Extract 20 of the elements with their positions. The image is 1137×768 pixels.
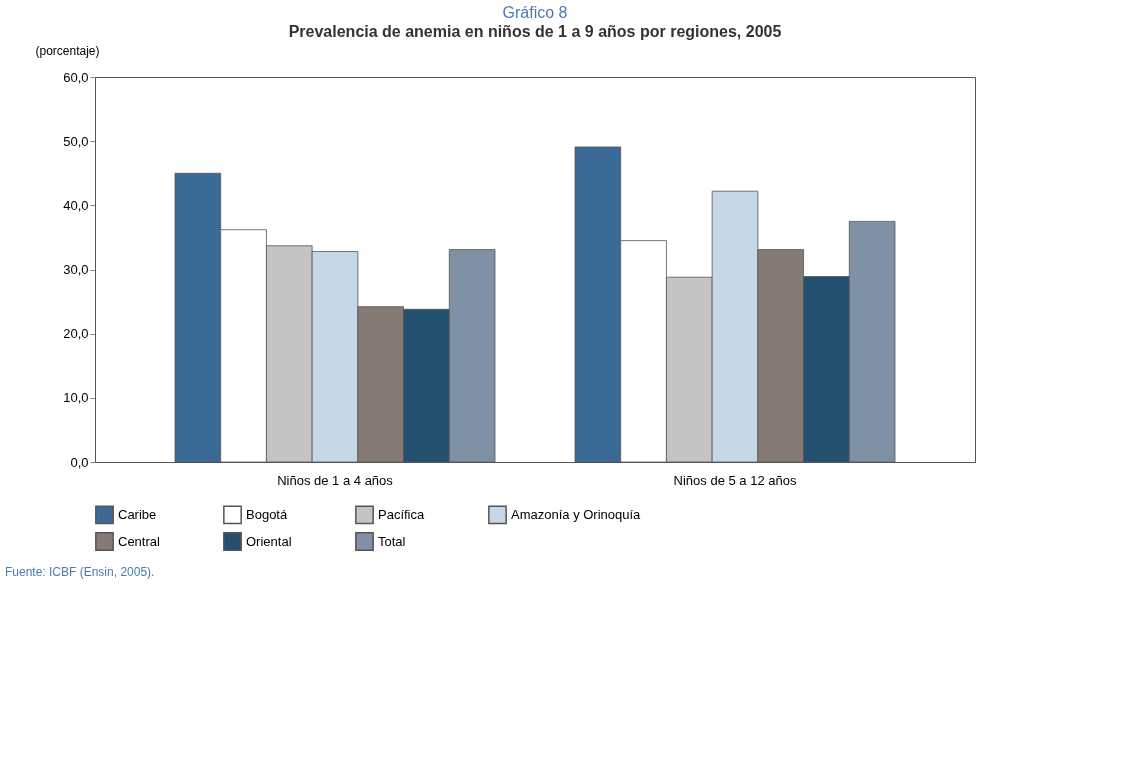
legend-label: Central (118, 533, 161, 549)
x-tick-label: Niños de 1 a 4 años (277, 472, 394, 488)
y-tick-label: 20,0 (63, 326, 89, 342)
source-note: Fuente: ICBF (Ensin, 2005). (5, 565, 155, 579)
legend-label: Caribe (118, 506, 157, 522)
y-tick-label: 0,0 (70, 454, 89, 470)
legend-label: Bogotá (246, 506, 288, 522)
legend-label: Oriental (246, 533, 292, 549)
chart-subtitle: Prevalencia de anemia en niños de 1 a 9 años por regiones, 2005 (288, 23, 782, 40)
y-tick-label: 60,0 (63, 69, 89, 85)
x-tick-label: Niños de 5 a 12 años (673, 472, 797, 488)
legend-label: Total (378, 533, 406, 549)
y-tick-label: 40,0 (63, 197, 89, 213)
chart-title: Gráfico 8 (502, 4, 568, 21)
legend-label: Pacífica (378, 506, 426, 522)
y-tick-label: 30,0 (63, 262, 89, 277)
y-axis-title: (porcentaje) (35, 43, 100, 58)
y-tick-label: 10,0 (63, 390, 89, 406)
legend-label: Amazonía y Orinoquía (511, 506, 642, 522)
y-tick-label: 50,0 (63, 133, 89, 149)
